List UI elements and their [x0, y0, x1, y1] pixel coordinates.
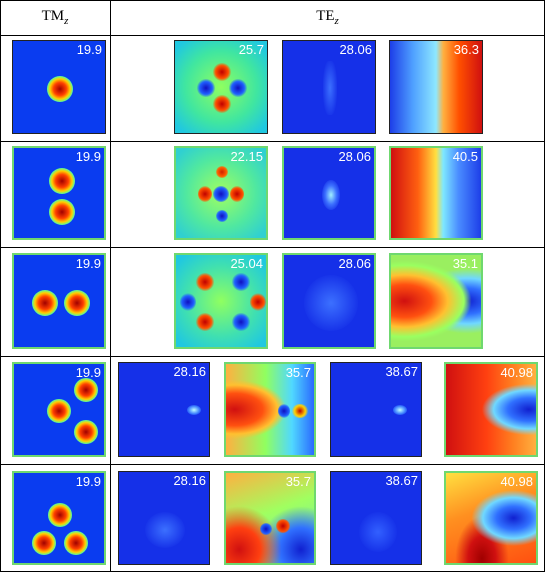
- field-coldspot: [232, 313, 250, 331]
- field-coldspot: [232, 273, 250, 291]
- field-coldspot: [260, 523, 272, 535]
- tm-field-panel: 19.9: [12, 362, 106, 457]
- field-hotspot: [64, 290, 90, 316]
- eigenvalue-label: 25.04: [230, 256, 263, 271]
- te-field-panel: 40.5: [389, 146, 483, 240]
- tm-field-panel: 19.9: [12, 40, 106, 134]
- eigenvalue-label: 38.67: [385, 364, 418, 379]
- field-hotspot: [49, 199, 75, 225]
- field-hotspot: [48, 503, 72, 527]
- field-hotspot: [213, 95, 231, 113]
- field-hotspot: [216, 166, 228, 178]
- field-hotspot: [145, 512, 185, 548]
- te-field-panel: 28.06: [282, 253, 376, 349]
- field-coldspot: [216, 210, 228, 222]
- te-field-panel: 25.04: [174, 253, 268, 349]
- field-hotspot: [74, 378, 98, 402]
- eigenvalue-label: 19.9: [75, 474, 101, 489]
- te-header-text: TE: [316, 8, 335, 24]
- field-hotspot: [32, 531, 56, 555]
- field-hotspot: [47, 399, 71, 423]
- eigenvalue-label: 22.15: [230, 149, 263, 164]
- eigenvalue-label: 28.16: [173, 364, 206, 379]
- eigenvalue-label: 19.9: [75, 149, 101, 164]
- te-field-panel: 36.3: [389, 40, 483, 134]
- field-hotspot: [323, 61, 337, 115]
- field-hotspot: [198, 186, 212, 202]
- eigenvalue-label: 35.1: [452, 256, 478, 271]
- field-hotspot: [187, 405, 201, 415]
- field-hotspot: [359, 512, 397, 552]
- te-field-panel: 40.98: [444, 471, 538, 565]
- table-border-left: [0, 0, 1, 572]
- te-field-panel: 25.7: [174, 40, 268, 134]
- field-hotspot: [322, 180, 340, 210]
- tm-field-panel: 19.9: [12, 253, 106, 349]
- field-hotspot: [393, 405, 407, 415]
- te-field-panel: 35.7: [224, 362, 316, 457]
- eigenvalue-label: 40.98: [500, 365, 533, 380]
- eigenvalue-label: 36.3: [453, 42, 479, 57]
- field-hotspot: [292, 404, 308, 418]
- eigenvalue-label: 35.7: [285, 474, 311, 489]
- field-hotspot: [196, 273, 214, 291]
- te-field-panel: 40.98: [444, 362, 538, 457]
- row-divider: [0, 464, 545, 465]
- eigenvalue-label: 40.5: [452, 149, 478, 164]
- row-divider: [0, 247, 545, 248]
- te-header: TEz: [111, 8, 544, 27]
- te-field-panel: 28.16: [118, 471, 210, 565]
- field-coldspot: [229, 79, 247, 97]
- eigenvalue-label: 40.98: [500, 474, 533, 489]
- eigenvalue-label: 28.06: [338, 256, 371, 271]
- tm-header-text: TM: [41, 8, 65, 24]
- tm-header: TMz: [0, 8, 110, 27]
- field-coldspot: [180, 293, 196, 311]
- field-hotspot: [47, 76, 73, 102]
- field-hotspot: [230, 186, 244, 202]
- field-hotspot: [74, 420, 98, 444]
- field-hotspot: [276, 519, 290, 533]
- tm-field-panel: 19.9: [12, 146, 106, 240]
- field-hotspot: [250, 293, 266, 311]
- eigenvalue-label: 28.06: [339, 42, 372, 57]
- te-field-panel: 28.06: [282, 40, 376, 134]
- field-hotspot: [196, 313, 214, 331]
- field-hotspot: [304, 275, 358, 331]
- field-coldspot: [278, 404, 290, 418]
- te-field-panel: 35.7: [224, 471, 316, 565]
- row-divider: [0, 35, 545, 36]
- tm-field-panel: 19.9: [12, 471, 106, 565]
- field-coldspot: [213, 186, 229, 202]
- te-header-sub: z: [334, 15, 339, 27]
- eigenvalue-label: 28.06: [338, 149, 371, 164]
- te-field-panel: 38.67: [330, 471, 422, 565]
- te-field-panel: 28.16: [118, 362, 210, 457]
- row-divider: [0, 141, 545, 142]
- te-field-panel: 38.67: [330, 362, 422, 457]
- eigenvalue-label: 19.9: [75, 256, 101, 271]
- eigenvalue-label: 19.9: [75, 365, 101, 380]
- field-coldspot: [197, 79, 215, 97]
- row-divider: [0, 356, 545, 357]
- eigenvalue-label: 28.16: [173, 473, 206, 488]
- field-hotspot: [49, 168, 75, 194]
- te-field-panel: 22.15: [174, 146, 268, 240]
- field-hotspot: [32, 290, 58, 316]
- eigenvalue-label: 19.9: [76, 42, 102, 57]
- eigenvalue-label: 35.7: [285, 365, 311, 380]
- eigenvalue-label: 38.67: [385, 473, 418, 488]
- column-divider: [110, 0, 111, 572]
- field-hotspot: [213, 63, 231, 81]
- eigenvalue-label: 25.7: [238, 42, 264, 57]
- te-field-panel: 35.1: [389, 253, 483, 349]
- te-field-panel: 28.06: [282, 146, 376, 240]
- table-border-top: [0, 0, 545, 1]
- tm-header-sub: z: [64, 15, 69, 27]
- field-hotspot: [64, 531, 88, 555]
